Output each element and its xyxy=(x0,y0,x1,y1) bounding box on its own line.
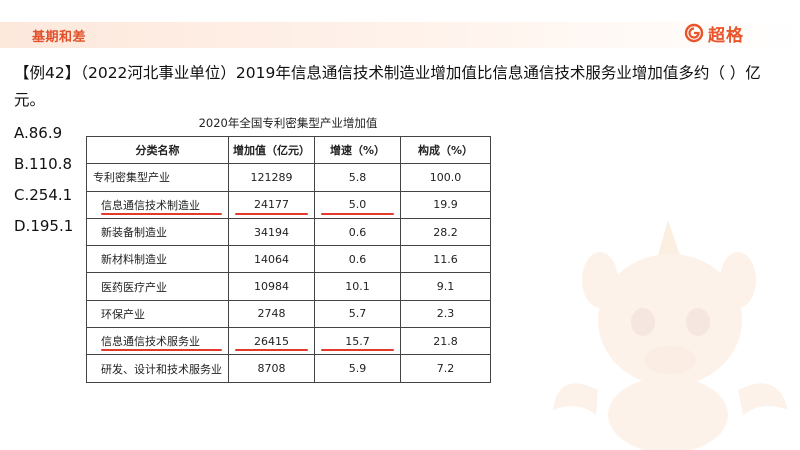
row-growth: 15.7 xyxy=(314,327,401,356)
table-row: 医药医疗产业 10984 10.1 9.1 xyxy=(86,272,491,301)
row-growth: 5.0 xyxy=(314,190,401,219)
data-table-panel: 2020年全国专利密集型产业增加值 分类名称 增加值（亿元） 增速（%） 构成（… xyxy=(86,108,491,386)
row-share: 9.1 xyxy=(400,272,491,301)
row-growth: 5.9 xyxy=(314,354,401,383)
row-value: 10984 xyxy=(228,272,315,301)
table-row: 新材料制造业 14064 0.6 11.6 xyxy=(86,245,491,274)
row-value: 34194 xyxy=(228,217,315,247)
row-share: 19.9 xyxy=(400,190,491,219)
data-table: 分类名称 增加值（亿元） 增速（%） 构成（%） 专利密集型产业 121289 … xyxy=(86,135,491,383)
row-value: 24177 xyxy=(228,190,315,219)
brand-logo-icon xyxy=(684,23,704,43)
row-name: 新装备制造业 xyxy=(86,217,229,247)
row-growth: 5.8 xyxy=(314,163,401,192)
row-share: 2.3 xyxy=(400,299,491,329)
column-header-value: 增加值（亿元） xyxy=(228,135,315,165)
row-name: 专利密集型产业 xyxy=(86,163,229,192)
row-value: 2748 xyxy=(228,299,315,329)
brand-name: 超格 xyxy=(708,25,744,46)
table-row-highlighted: 信息通信技术制造业 24177 5.0 19.9 xyxy=(86,190,491,219)
table-row: 新装备制造业 34194 0.6 28.2 xyxy=(86,217,491,247)
option-d[interactable]: D.195.1 xyxy=(14,217,74,235)
row-name: 信息通信技术制造业 xyxy=(86,190,229,219)
row-growth: 5.7 xyxy=(314,299,401,329)
table-row: 研发、设计和技术服务业 8708 5.9 7.2 xyxy=(86,354,491,383)
table-row-highlighted: 信息通信技术服务业 26415 15.7 21.8 xyxy=(86,327,491,356)
table-row: 环保产业 2748 5.7 2.3 xyxy=(86,299,491,329)
option-c[interactable]: C.254.1 xyxy=(14,186,73,204)
row-value: 14064 xyxy=(228,245,315,274)
row-value: 121289 xyxy=(228,163,315,192)
column-header-growth: 增速（%） xyxy=(314,135,401,165)
header-bar xyxy=(0,22,800,48)
column-header-name: 分类名称 xyxy=(86,135,229,165)
unicorn-mascot-icon xyxy=(553,220,788,450)
row-name: 研发、设计和技术服务业 xyxy=(86,354,229,383)
options-list: A.86.9 B.110.8 C.254.1 D.195.1 xyxy=(14,118,73,242)
row-value: 8708 xyxy=(228,354,315,383)
row-growth: 0.6 xyxy=(314,245,401,274)
option-a[interactable]: A.86.9 xyxy=(14,124,63,142)
column-header-share: 构成（%） xyxy=(400,135,491,165)
row-growth: 0.6 xyxy=(314,217,401,247)
row-value: 26415 xyxy=(228,327,315,356)
row-growth: 10.1 xyxy=(314,272,401,301)
table-row: 专利密集型产业 121289 5.8 100.0 xyxy=(86,163,491,192)
row-name: 信息通信技术服务业 xyxy=(86,327,229,356)
row-name: 新材料制造业 xyxy=(86,245,229,274)
row-share: 11.6 xyxy=(400,245,491,274)
row-share: 7.2 xyxy=(400,354,491,383)
table-header-row: 分类名称 增加值（亿元） 增速（%） 构成（%） xyxy=(86,135,491,165)
row-share: 100.0 xyxy=(400,163,491,192)
row-share: 21.8 xyxy=(400,327,491,356)
row-share: 28.2 xyxy=(400,217,491,247)
row-name: 医药医疗产业 xyxy=(86,272,229,301)
option-b[interactable]: B.110.8 xyxy=(14,155,73,173)
question-text: 【例42】（2022河北事业单位）2019年信息通信技术制造业增加值比信息通信技… xyxy=(14,64,761,109)
section-tag: 基期和差 xyxy=(32,30,87,45)
row-name: 环保产业 xyxy=(86,299,229,329)
brand: 超格 xyxy=(684,18,744,48)
table-title: 2020年全国专利密集型产业增加值 xyxy=(198,116,378,130)
